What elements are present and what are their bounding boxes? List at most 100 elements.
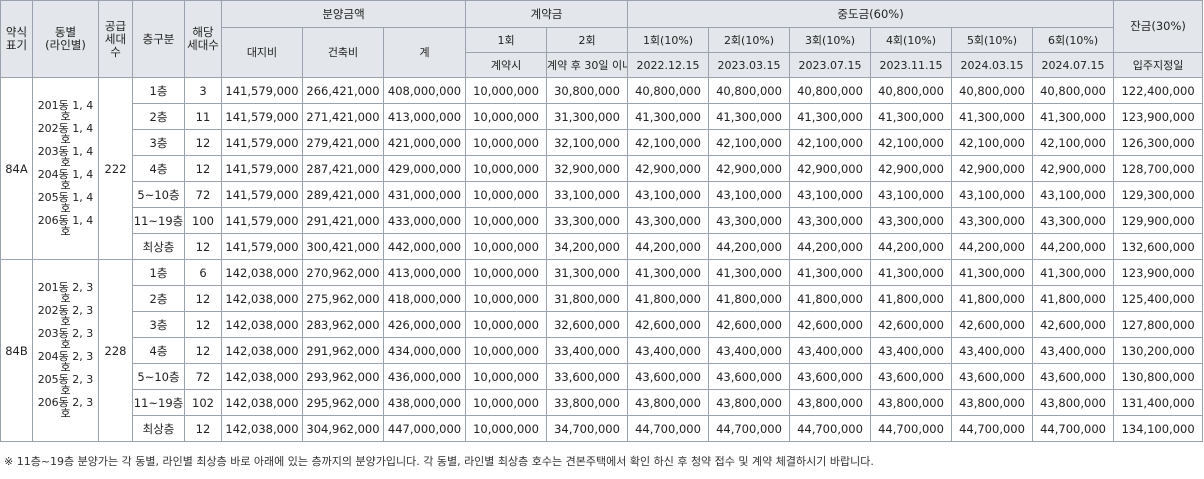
building-cell: 275,962,000 bbox=[302, 285, 384, 312]
mid-cell-4: 41,800,000 bbox=[870, 285, 953, 312]
footnote: ※ 11층~19층 분양가는 각 동별, 라인별 최상층 바로 아래에 있는 층… bbox=[4, 455, 874, 468]
table-row: 84A 201동 1, 4호 202동 1, 4호 203동 1, 4호 204동… bbox=[0, 77, 1204, 260]
units-cell: 12 bbox=[184, 337, 222, 364]
mid-cell-2: 43,800,000 bbox=[708, 389, 791, 416]
price-table-body: 84A 201동 1, 4호 202동 1, 4호 203동 1, 4호 204동… bbox=[0, 77, 1204, 442]
total-cell: 431,000,000 bbox=[382, 181, 467, 208]
dep1-cell: 10,000,000 bbox=[465, 389, 548, 416]
header-mid-date-1: 2022.12.15 bbox=[627, 52, 710, 78]
header-dong-label: 동별 (라인별) bbox=[45, 25, 86, 52]
balance-cell: 123,900,000 bbox=[1113, 103, 1204, 130]
building-cell: 293,962,000 bbox=[302, 363, 384, 390]
table-row: 5~10층 72 141,579,000 289,421,000 431,000,000… bbox=[1, 181, 1204, 208]
mid-cell-4: 41,300,000 bbox=[870, 103, 953, 130]
header-mid-2: 2회(10%) bbox=[708, 27, 791, 53]
floor-cell: 11~19층 bbox=[132, 207, 185, 234]
price-table: 약식 표기 동별 (라인별) 공급 세대 수 층구분 해당 세대수 분양금액 계… bbox=[0, 0, 1204, 442]
mid-cell-3: 43,300,000 bbox=[789, 207, 872, 234]
header-deposit: 계약금 bbox=[465, 0, 629, 28]
mid-cell-6: 41,800,000 bbox=[1032, 285, 1115, 312]
table-row: 84B 201동 2, 3호 202동 2, 3호 203동 2, 3호 204동… bbox=[0, 259, 1204, 442]
mid-cell-6: 43,100,000 bbox=[1032, 181, 1115, 208]
header-type: 약식 표기 bbox=[0, 0, 33, 78]
balance-cell: 131,400,000 bbox=[1113, 389, 1204, 416]
header-mid-3: 3회(10%) bbox=[789, 27, 872, 53]
balance-cell: 129,300,000 bbox=[1113, 181, 1204, 208]
table-row: 4층 12 141,579,000 287,421,000 429,000,000 10,… bbox=[1, 155, 1204, 182]
dep2-cell: 33,100,000 bbox=[546, 181, 629, 208]
header-dep1-when: 계약시 bbox=[465, 52, 548, 78]
mid-cell-5: 44,700,000 bbox=[951, 415, 1034, 442]
building-cell: 289,421,000 bbox=[302, 181, 384, 208]
mid-cell-5: 42,600,000 bbox=[951, 311, 1034, 338]
header-units-label: 해당 세대수 bbox=[187, 25, 219, 52]
floor-cell: 최상층 bbox=[132, 415, 185, 442]
mid-cell-4: 43,300,000 bbox=[870, 207, 953, 234]
dep2-cell: 32,100,000 bbox=[546, 129, 629, 156]
mid-cell-1: 43,100,000 bbox=[627, 181, 710, 208]
units-cell: 12 bbox=[184, 311, 222, 338]
mid-cell-6: 43,400,000 bbox=[1032, 337, 1115, 364]
balance-cell: 128,700,000 bbox=[1113, 155, 1204, 182]
balance-cell: 130,200,000 bbox=[1113, 337, 1204, 364]
mid-cell-3: 44,700,000 bbox=[789, 415, 872, 442]
total-cell: 421,000,000 bbox=[382, 129, 467, 156]
mid-cell-2: 40,800,000 bbox=[708, 77, 791, 104]
supply-cell: 222 bbox=[98, 77, 133, 260]
total-cell: 433,000,000 bbox=[382, 207, 467, 234]
header-supply: 공급 세대 수 bbox=[98, 0, 133, 78]
land-cell: 142,038,000 bbox=[221, 337, 303, 364]
mid-cell-1: 44,700,000 bbox=[627, 415, 710, 442]
floor-cell: 2층 bbox=[132, 103, 185, 130]
header-dep2-when: 계약 후 30일 이내 bbox=[546, 52, 629, 78]
building-cell: 266,421,000 bbox=[302, 77, 384, 104]
units-cell: 72 bbox=[184, 181, 222, 208]
header-mid-date-6: 2024.07.15 bbox=[1032, 52, 1115, 78]
mid-cell-2: 43,300,000 bbox=[708, 207, 791, 234]
mid-cell-3: 43,400,000 bbox=[789, 337, 872, 364]
units-cell: 12 bbox=[184, 129, 222, 156]
balance-cell: 127,800,000 bbox=[1113, 311, 1204, 338]
mid-cell-2: 41,300,000 bbox=[708, 103, 791, 130]
price-table-container: 약식 표기 동별 (라인별) 공급 세대 수 층구분 해당 세대수 분양금액 계… bbox=[0, 0, 1204, 468]
dep2-cell: 31,300,000 bbox=[546, 259, 629, 286]
header-mid-date-5: 2024.03.15 bbox=[951, 52, 1034, 78]
balance-cell: 132,600,000 bbox=[1113, 233, 1204, 260]
mid-cell-4: 41,300,000 bbox=[870, 259, 953, 286]
mid-cell-6: 42,900,000 bbox=[1032, 155, 1115, 182]
mid-cell-6: 42,100,000 bbox=[1032, 129, 1115, 156]
balance-cell: 123,900,000 bbox=[1113, 259, 1204, 286]
land-cell: 141,579,000 bbox=[221, 233, 303, 260]
mid-cell-4: 44,700,000 bbox=[870, 415, 953, 442]
dong-cell: 201동 2, 3호 202동 2, 3호 203동 2, 3호 204동 2,… bbox=[32, 259, 99, 442]
header-mid-4: 4회(10%) bbox=[870, 27, 953, 53]
building-cell: 270,962,000 bbox=[302, 259, 384, 286]
floor-cell: 4층 bbox=[132, 155, 185, 182]
mid-cell-3: 42,100,000 bbox=[789, 129, 872, 156]
mid-cell-4: 43,100,000 bbox=[870, 181, 953, 208]
mid-cell-4: 42,900,000 bbox=[870, 155, 953, 182]
header-floor: 층구분 bbox=[132, 0, 185, 78]
mid-cell-6: 41,300,000 bbox=[1032, 259, 1115, 286]
mid-cell-5: 41,300,000 bbox=[951, 259, 1034, 286]
mid-cell-4: 40,800,000 bbox=[870, 77, 953, 104]
building-cell: 291,962,000 bbox=[302, 337, 384, 364]
floor-cell: 2층 bbox=[132, 285, 185, 312]
units-cell: 11 bbox=[184, 103, 222, 130]
dep2-cell: 30,800,000 bbox=[546, 77, 629, 104]
mid-cell-1: 43,400,000 bbox=[627, 337, 710, 364]
dep2-cell: 34,200,000 bbox=[546, 233, 629, 260]
dep1-cell: 10,000,000 bbox=[465, 363, 548, 390]
mid-cell-2: 44,700,000 bbox=[708, 415, 791, 442]
balance-cell: 125,400,000 bbox=[1113, 285, 1204, 312]
mid-cell-5: 41,300,000 bbox=[951, 103, 1034, 130]
units-cell: 12 bbox=[184, 233, 222, 260]
header-mid-1: 1회(10%) bbox=[627, 27, 710, 53]
mid-cell-3: 41,300,000 bbox=[789, 259, 872, 286]
total-cell: 442,000,000 bbox=[382, 233, 467, 260]
header-mid-date-2: 2023.03.15 bbox=[708, 52, 791, 78]
mid-cell-1: 43,800,000 bbox=[627, 389, 710, 416]
dep1-cell: 10,000,000 bbox=[465, 285, 548, 312]
building-cell: 283,962,000 bbox=[302, 311, 384, 338]
header-type-label: 약식 표기 bbox=[5, 25, 28, 52]
